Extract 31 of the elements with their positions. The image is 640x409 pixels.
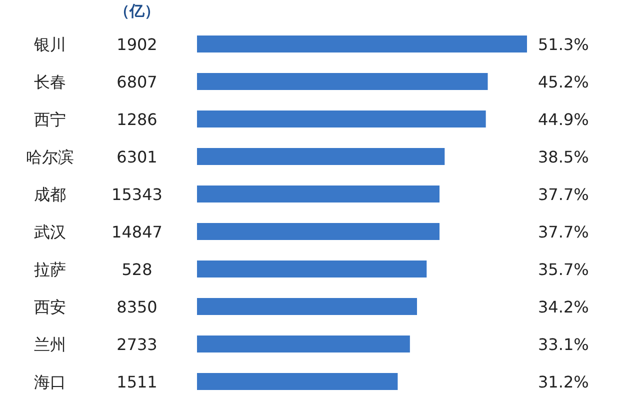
data-label: 44.9% [538,110,589,129]
y-tick-label: 西安 [34,298,66,316]
data-label: 31.2% [538,372,589,392]
data-label: 34.2% [538,298,589,316]
text: 8350 [116,298,158,316]
data-label: 38.5% [538,148,589,166]
y-tick-label: 成都 [34,185,66,204]
text: 1902 [116,35,158,54]
text: 528 [122,260,152,279]
data-label: 45.2% [538,72,589,92]
text: 15343 [112,185,162,204]
text: 14847 [112,222,162,242]
data-label: 33.1% [538,335,589,354]
y-tick-label: 长春 [34,72,66,92]
data-label: 35.7% [538,260,589,279]
data-label: 51.3% [538,35,589,54]
text: 2733 [116,335,158,354]
data-label: 37.7% [538,222,589,242]
y-tick-label: 武汉 [34,222,66,242]
text: 6301 [116,148,158,166]
text: 1511 [116,372,158,392]
text: 1286 [116,110,158,129]
y-tick-label: 哈尔滨 [26,148,74,166]
text: （亿） [114,2,160,20]
text: 6807 [116,72,158,92]
y-tick-label: 拉萨 [34,260,66,279]
y-tick-label: 兰州 [34,335,66,354]
y-tick-label: 西宁 [34,110,66,129]
data-label: 37.7% [538,185,589,204]
y-tick-label: 银川 [33,35,66,54]
y-tick-label: 海口 [34,372,66,392]
